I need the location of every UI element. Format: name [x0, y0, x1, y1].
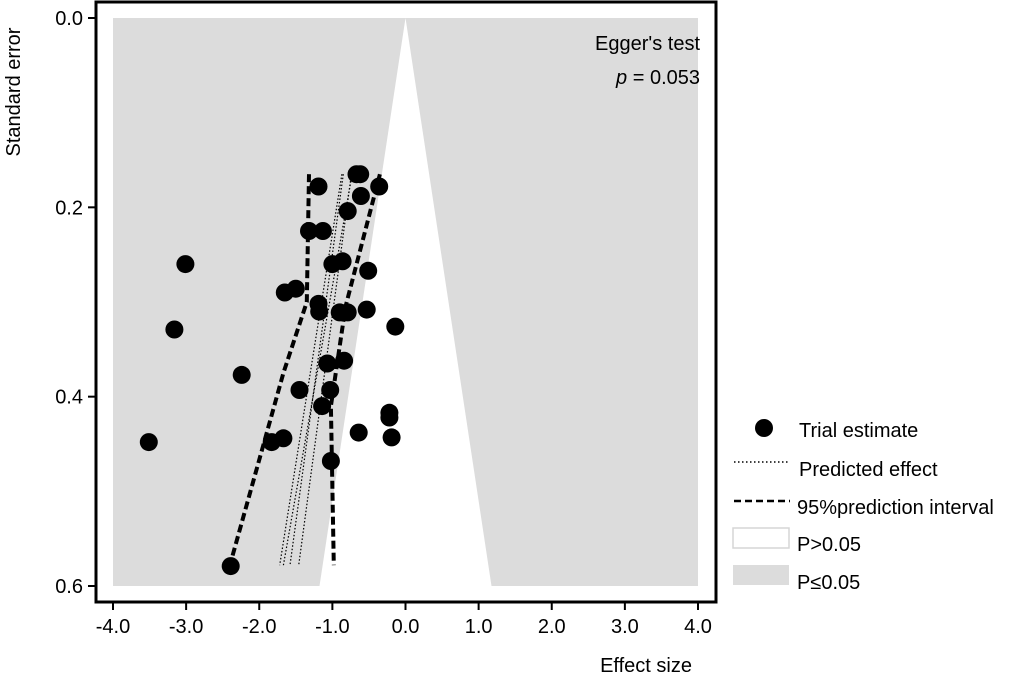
legend-label-nonsig: P>0.05 [797, 534, 861, 556]
trial-estimate-point [232, 365, 251, 384]
trial-estimate-point [357, 300, 376, 319]
trial-estimate-point [321, 381, 340, 399]
egger-test-label: Egger's test [595, 33, 700, 55]
x-tick-label: 3.0 [611, 616, 639, 638]
trial-estimate-point [309, 177, 328, 196]
y-tick-label: 0.6 [55, 576, 83, 598]
x-tick-label: -2.0 [242, 616, 276, 638]
p-symbol: p [615, 67, 627, 89]
axes: -4.0 -3.0 -2.0 -1.0 0.0 1.0 2.0 3.0 4.0 0.0 0.2 0.4… [55, 0, 718, 638]
y-tick-label: 0.4 [55, 387, 83, 409]
trial-estimate-point [351, 165, 370, 184]
x-tick-label: 1.0 [465, 616, 493, 638]
trial-estimate-point [318, 354, 337, 373]
trial-estimate-point [370, 177, 389, 196]
egger-p-value: p = 0.053 [615, 67, 700, 89]
legend: Trial estimate Predicted effect 95%predict… [732, 419, 994, 594]
trial-estimate-point [262, 433, 281, 452]
trial-estimate-point [338, 303, 357, 322]
legend-label-predicted: Predicted effect [799, 459, 938, 481]
legend-symbol-trial-estimate [755, 419, 773, 437]
x-axis-title: Effect size [600, 655, 692, 677]
legend-label-points: Trial estimate [799, 420, 918, 442]
trial-estimate-point [335, 351, 354, 370]
legend-symbol-nonsignificant [732, 527, 790, 549]
trial-estimate-point [310, 302, 329, 321]
trial-estimate-point [380, 408, 399, 427]
predicted-effect-line-3 [289, 174, 344, 566]
legend-label-sig: P≤0.05 [797, 572, 860, 594]
trial-estimate-point [382, 428, 401, 447]
trial-estimate-point [386, 317, 405, 336]
x-tick-label: -4.0 [96, 616, 130, 638]
legend-label-interval: 95%prediction interval [797, 497, 994, 519]
trial-estimate-point [313, 222, 332, 240]
x-tick-label: 0.0 [392, 616, 420, 638]
trial-estimate-point [313, 397, 332, 416]
y-axis-title: Standard error [3, 27, 25, 156]
trial-estimate-point [176, 255, 195, 274]
x-tick-label: 2.0 [538, 616, 566, 638]
plot-area [113, 18, 698, 586]
predicted-effect-line-1 [279, 174, 343, 566]
legend-symbol-significant [733, 565, 789, 585]
trial-estimate-point [349, 423, 368, 442]
y-tick-label: 0.2 [55, 197, 83, 219]
trial-estimate-point [139, 433, 158, 452]
trial-estimate-point [351, 187, 370, 205]
trial-estimate-point [221, 557, 240, 576]
trial-estimate-point [165, 320, 184, 339]
trial-estimate-point [333, 252, 352, 271]
x-tick-label: 4.0 [684, 616, 712, 638]
trial-estimate-point [300, 222, 318, 240]
nonsignificant-funnel [319, 18, 492, 586]
y-tick-label: 0.0 [55, 8, 83, 30]
trial-estimate-point [321, 452, 340, 470]
trial-estimate-point [338, 202, 357, 221]
p-value-text: = 0.053 [627, 67, 700, 89]
trial-estimate-point [275, 283, 294, 302]
trial-estimate-point [290, 381, 309, 399]
x-tick-label: -1.0 [315, 616, 349, 638]
x-tick-label: -3.0 [169, 616, 203, 638]
trial-estimate-point [359, 261, 378, 280]
